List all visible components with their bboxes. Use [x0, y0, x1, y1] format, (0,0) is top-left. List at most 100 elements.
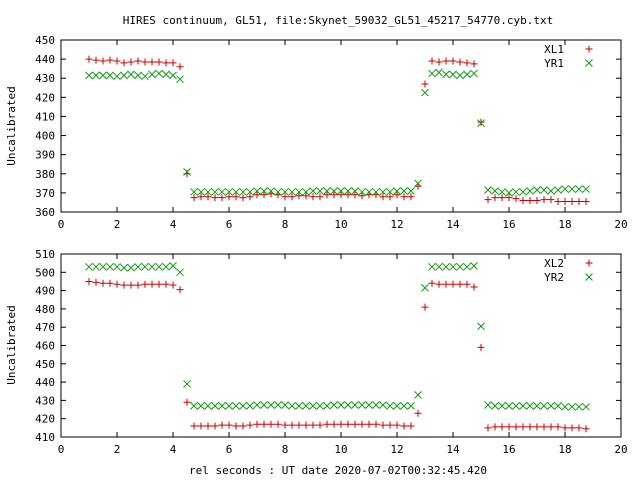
point-yr1 [85, 71, 93, 80]
point-xl1 [309, 193, 317, 201]
x-tick-label: 0 [58, 443, 65, 456]
point-yr2 [176, 268, 184, 277]
point-yr2 [393, 402, 401, 410]
point-xl2 [330, 420, 338, 428]
y-tick-label: 430 [35, 72, 55, 85]
point-yr2 [330, 401, 338, 409]
point-xl1 [239, 194, 247, 202]
point-xl2 [211, 422, 219, 430]
point-yr1 [288, 188, 296, 196]
point-xl1 [400, 193, 408, 201]
point-yr2 [106, 262, 114, 271]
point-xl2 [463, 280, 471, 288]
point-yr1 [561, 185, 569, 193]
y-tick-label: 470 [35, 321, 55, 334]
point-xl2 [162, 280, 170, 288]
point-yr1 [344, 187, 352, 195]
point-xl1 [456, 58, 464, 66]
point-yr2 [239, 402, 247, 410]
point-xl1 [421, 80, 429, 88]
point-yr1 [190, 188, 198, 196]
point-yr1 [498, 188, 506, 196]
point-xl2 [561, 424, 569, 432]
point-xl1 [526, 197, 534, 205]
point-yr2 [421, 284, 429, 292]
point-yr2 [442, 262, 450, 271]
point-yr1 [456, 71, 464, 80]
point-xl1 [211, 194, 219, 202]
legend-marker-yr1 [585, 59, 593, 67]
point-xl1 [505, 194, 513, 202]
point-xl1 [337, 191, 345, 199]
point-yr1 [260, 187, 268, 195]
point-yr2 [484, 401, 492, 409]
x-tick-label: 10 [334, 218, 347, 231]
point-yr2 [155, 262, 163, 271]
point-yr1 [99, 71, 107, 80]
point-xl1 [190, 194, 198, 202]
point-xl2 [197, 422, 205, 430]
point-xl2 [505, 423, 513, 431]
point-yr1 [519, 188, 527, 196]
point-xl1 [386, 193, 394, 201]
point-yr2 [470, 262, 478, 270]
point-xl2 [323, 420, 331, 428]
point-yr1 [239, 188, 247, 196]
point-yr2 [92, 262, 100, 271]
point-xl2 [365, 420, 373, 428]
point-xl1 [281, 193, 289, 201]
point-yr1 [92, 71, 100, 80]
x-tick-label: 12 [390, 443, 403, 456]
point-yr2 [246, 402, 254, 410]
point-xl1 [106, 56, 114, 64]
point-xl1 [351, 191, 359, 199]
point-yr1 [148, 70, 156, 79]
point-yr1 [526, 187, 534, 195]
point-yr2 [211, 402, 219, 410]
point-yr2 [141, 262, 149, 271]
point-xl1 [358, 192, 366, 200]
point-xl2 [204, 422, 212, 430]
point-yr1 [330, 187, 338, 195]
point-yr1 [106, 71, 114, 80]
y-tick-label: 490 [35, 285, 55, 298]
point-xl1 [470, 60, 478, 68]
point-yr1 [281, 188, 289, 196]
point-xl2 [533, 423, 541, 431]
point-yr1 [337, 187, 345, 195]
point-yr2 [400, 402, 408, 410]
legend-label-xl1: XL1 [544, 43, 564, 56]
point-xl2 [428, 279, 436, 287]
panel-1-ticks: 0 2 4 6 8 10 12 14 16 18 20 360 370 380 390 400 410 420 43… [35, 34, 628, 231]
point-xl1 [288, 193, 296, 201]
point-xl2 [232, 422, 240, 430]
x-tick-label: 2 [114, 443, 121, 456]
point-yr2 [582, 402, 590, 411]
point-yr2 [204, 402, 212, 410]
point-yr2 [169, 262, 177, 270]
point-xl2 [540, 423, 548, 431]
point-yr2 [85, 262, 93, 271]
point-xl2 [393, 421, 401, 429]
point-yr2 [477, 322, 485, 331]
y-tick-label: 370 [35, 187, 55, 200]
point-yr2 [351, 401, 359, 409]
point-yr1 [414, 179, 422, 188]
y-tick-label: 400 [35, 130, 55, 143]
point-yr1 [582, 185, 590, 193]
point-xl2 [281, 421, 289, 429]
point-yr1 [351, 187, 359, 195]
point-xl2 [120, 281, 128, 289]
x-tick-label: 18 [558, 443, 571, 456]
point-yr2 [449, 262, 457, 271]
point-xl2 [99, 279, 107, 287]
point-xl2 [407, 422, 415, 430]
point-yr2 [505, 402, 513, 410]
point-yr1 [372, 188, 380, 196]
y-tick-label: 420 [35, 413, 55, 426]
point-yr2 [568, 402, 576, 411]
point-yr2 [526, 402, 534, 410]
point-xl2 [386, 421, 394, 429]
point-yr2 [183, 380, 191, 388]
point-yr2 [379, 401, 387, 409]
